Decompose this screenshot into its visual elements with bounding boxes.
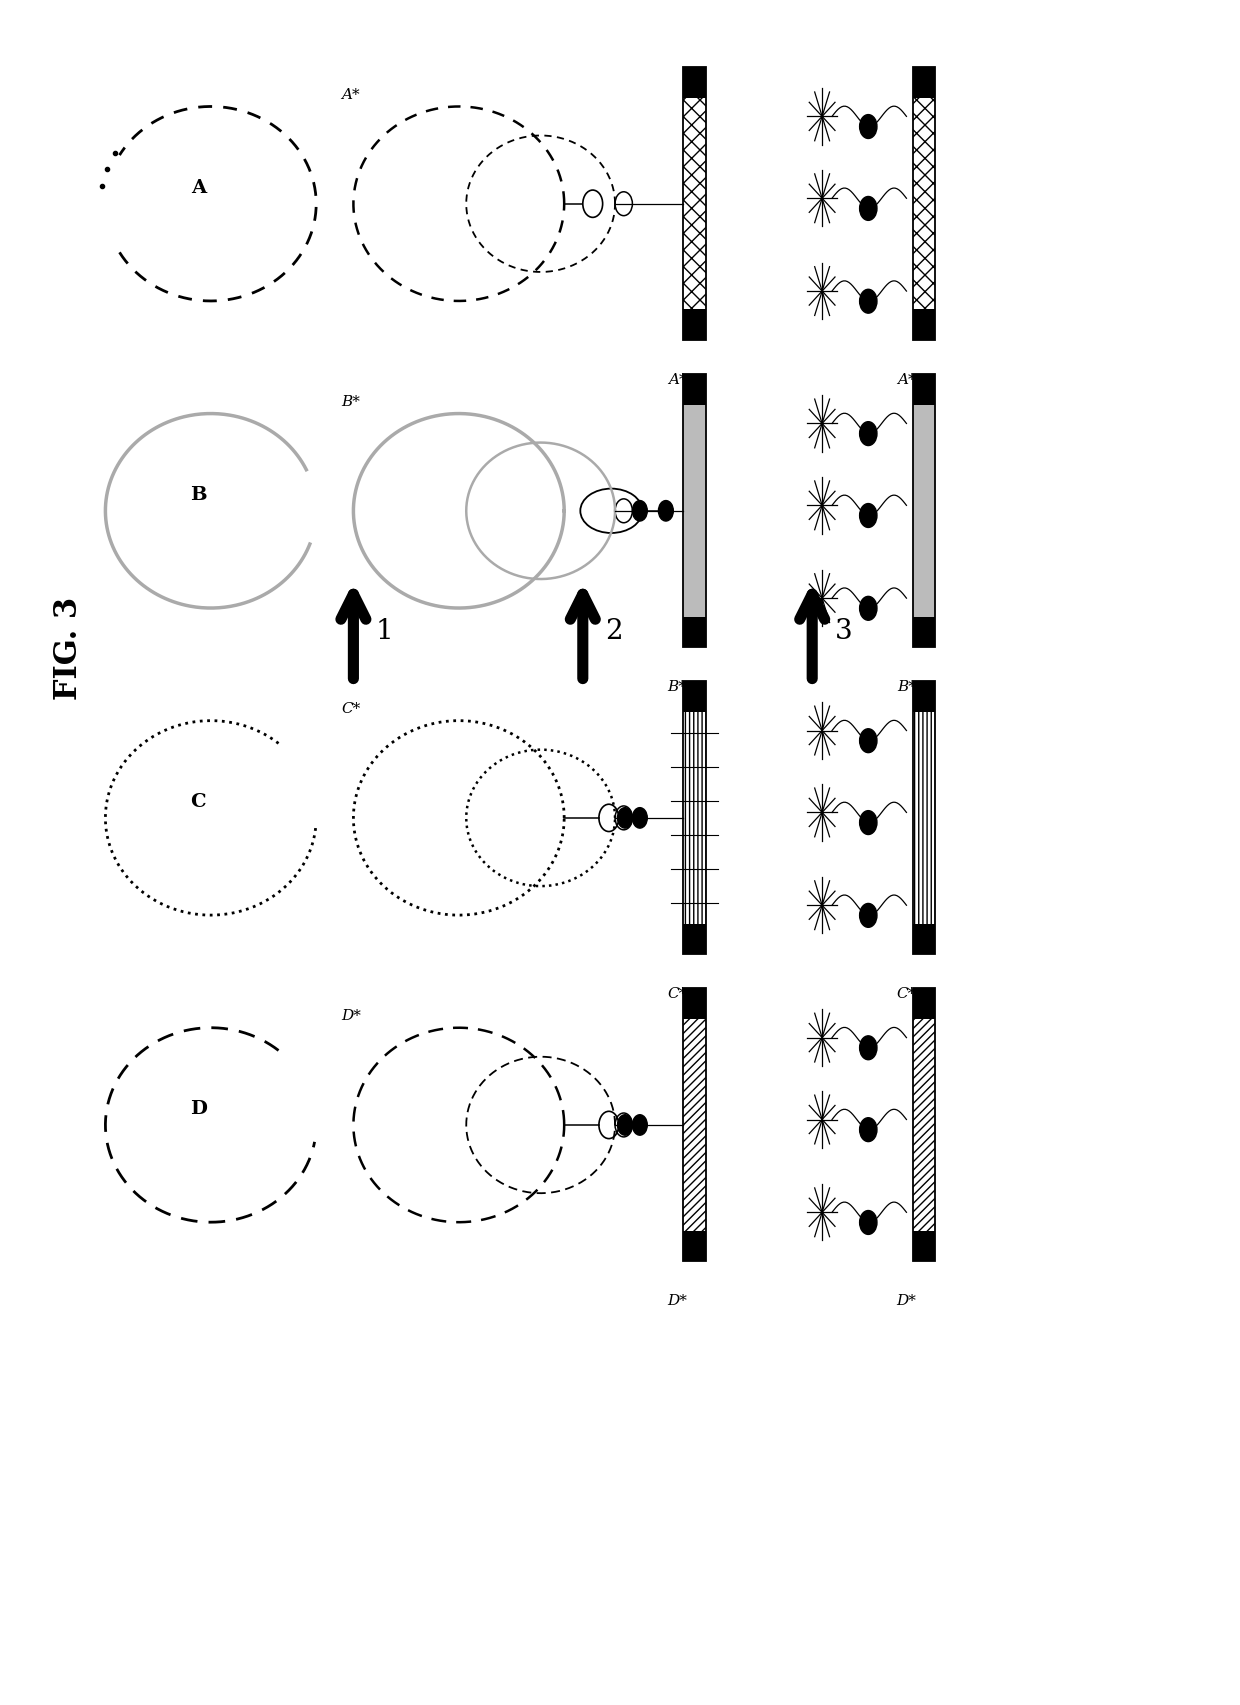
Bar [683,1231,706,1262]
Circle shape [859,904,877,928]
Circle shape [859,116,877,140]
Circle shape [859,423,877,447]
Bar [683,375,706,648]
Text: B*: B* [667,680,687,694]
Bar [913,989,935,1262]
Text: B*: B* [897,680,916,694]
Circle shape [859,812,877,835]
Bar [683,310,706,341]
Circle shape [632,808,647,829]
Text: 3: 3 [835,617,852,644]
Bar [913,989,935,1020]
Text: D*: D* [667,1294,687,1308]
Circle shape [632,1115,647,1136]
Bar [683,989,706,1262]
Bar [913,682,935,955]
Bar [913,375,935,406]
Bar [913,1231,935,1262]
Text: C*: C* [667,987,687,1001]
Text: B*: B* [341,396,360,409]
Circle shape [859,290,877,314]
Circle shape [618,1115,632,1136]
Text: D*: D* [341,1009,361,1023]
Circle shape [859,198,877,222]
Text: A*: A* [667,373,687,387]
Bar [913,310,935,341]
Circle shape [618,808,632,829]
Text: 1: 1 [376,617,393,644]
Bar [913,68,935,341]
Bar [683,68,706,341]
Text: C*: C* [897,987,916,1001]
Circle shape [859,1118,877,1142]
Text: D: D [190,1100,207,1117]
Text: 2: 2 [605,617,622,644]
Bar [913,924,935,955]
Circle shape [859,597,877,621]
Text: C*: C* [341,702,361,716]
Text: A: A [191,179,206,196]
Text: A*: A* [897,373,916,387]
Bar [913,682,935,713]
Circle shape [859,730,877,754]
Bar [913,68,935,99]
Bar [913,375,935,648]
Bar [683,617,706,648]
Bar [683,682,706,955]
Circle shape [859,505,877,529]
Text: C: C [191,793,206,810]
Circle shape [632,501,647,522]
Bar [683,924,706,955]
Text: A*: A* [341,89,360,102]
Bar [683,682,706,713]
Bar [683,68,706,99]
Bar [913,617,935,648]
Circle shape [658,501,673,522]
Circle shape [859,1211,877,1234]
Bar [683,375,706,406]
Text: D*: D* [897,1294,916,1308]
Bar [683,989,706,1020]
Circle shape [859,1037,877,1061]
Text: FIG. 3: FIG. 3 [52,597,84,699]
Text: B: B [190,486,207,503]
